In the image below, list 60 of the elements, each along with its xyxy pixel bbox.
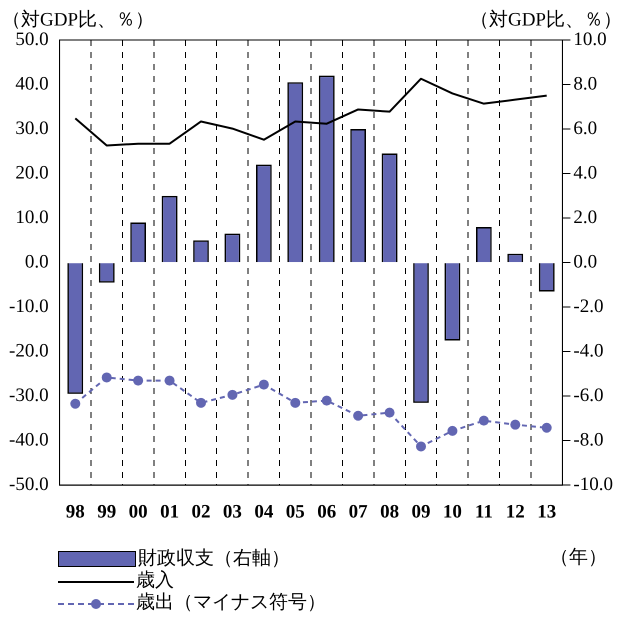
- legend-label: 歳入: [136, 570, 174, 592]
- point: [290, 398, 300, 408]
- y-tick-label: 40.0: [15, 74, 49, 95]
- point: [227, 390, 238, 400]
- y-axis-title: （対GDP比、％）: [2, 8, 154, 30]
- y-tick-label: -30.0: [9, 385, 49, 406]
- y2-tick-label: 10.0: [573, 28, 607, 50]
- x-tick-label: 98: [66, 502, 85, 523]
- y2-tick-label: -4.0: [573, 340, 604, 362]
- point: [322, 396, 332, 406]
- point: [384, 408, 395, 418]
- point: [416, 441, 426, 452]
- point: [102, 372, 112, 382]
- y-tick-label: 20.0: [15, 162, 49, 184]
- point: [258, 380, 269, 390]
- y-tick-label: 10.0: [15, 207, 49, 228]
- y2-tick-label: -8.0: [573, 430, 604, 451]
- y2-tick-label: 2.0: [573, 207, 598, 228]
- x-tick-label: 04: [254, 502, 274, 523]
- y2-tick-label: 6.0: [573, 118, 598, 140]
- x-tick-label: 00: [128, 502, 148, 523]
- y-tick-label: -50.0: [9, 474, 49, 496]
- y-tick-label: -20.0: [9, 340, 49, 362]
- point: [164, 376, 175, 386]
- point: [196, 398, 206, 408]
- x-tick-label: 01: [160, 502, 180, 523]
- y-tick-label: -40.0: [9, 430, 49, 451]
- point: [510, 420, 520, 430]
- point: [447, 426, 458, 436]
- x-tick-label: 06: [317, 502, 336, 523]
- x-tick-label: 12: [506, 502, 525, 523]
- y2-axis-title: （対GDP比、％）: [470, 8, 622, 30]
- x-tick-label: 05: [286, 502, 305, 523]
- x-tick-label: 11: [474, 502, 493, 523]
- y2-tick-label: 0.0: [573, 252, 598, 273]
- y2-tick-label: -2.0: [573, 296, 604, 318]
- x-tick-label: 10: [442, 502, 462, 523]
- point: [133, 376, 144, 386]
- x-tick-label: 09: [411, 502, 430, 523]
- point: [478, 416, 489, 426]
- y-tick-label: 30.0: [15, 118, 49, 140]
- y2-tick-label: 8.0: [573, 74, 598, 95]
- x-axis-title: （年）: [550, 546, 607, 570]
- y-tick-label: 0.0: [24, 252, 49, 273]
- y-tick-label: -10.0: [9, 296, 49, 318]
- y-tick-label: 50.0: [15, 28, 49, 50]
- x-tick-label: 08: [380, 502, 400, 523]
- y2-tick-label: -6.0: [573, 385, 604, 406]
- x-tick-label: 03: [222, 502, 242, 523]
- legend-label: 歳出（マイナス符号）: [136, 592, 326, 614]
- y2-tick-label: 4.0: [573, 162, 598, 184]
- x-tick-label: 99: [97, 502, 116, 523]
- x-tick-label: 02: [192, 502, 211, 523]
- point: [542, 422, 552, 433]
- point: [70, 398, 80, 409]
- legend-label: 財政収支（右軸）: [138, 548, 290, 570]
- x-tick-label: 07: [348, 502, 368, 523]
- y2-tick-label: -10.0: [573, 474, 613, 496]
- point: [353, 410, 364, 421]
- x-tick-label: 13: [537, 502, 556, 523]
